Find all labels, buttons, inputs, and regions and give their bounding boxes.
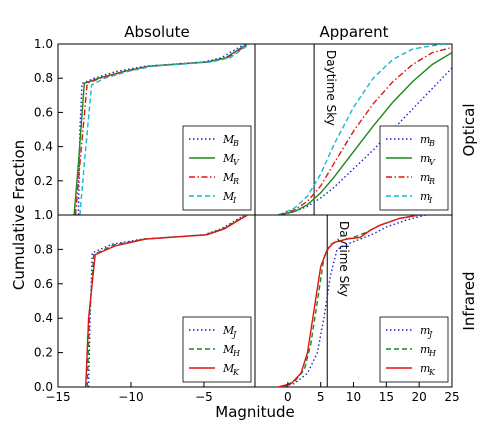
x-tick-label: −15 [45, 390, 70, 404]
legend-sub-MI: I [232, 196, 237, 205]
x-tick-label: 10 [346, 390, 361, 404]
series-line-mR [277, 46, 452, 215]
y-tick-label: 0.6 [34, 105, 53, 119]
y-tick-label: 0.4 [34, 140, 53, 154]
legend-label-MJ: M [222, 324, 235, 337]
daytime-sky-label: Daytime Sky [324, 50, 338, 126]
legend-sub-MV: V [233, 158, 240, 167]
legend-sub-mI: I [428, 196, 433, 205]
legend-label-mB: m [420, 133, 430, 146]
legend-sub-mJ: J [427, 330, 433, 339]
y-tick-label: 0.2 [34, 346, 53, 360]
legend-sub-MK: K [232, 368, 240, 377]
legend-sub-MR: R [232, 177, 239, 186]
legend-label-mV: m [420, 152, 430, 165]
x-tick-label: 0 [284, 390, 292, 404]
column-title-absolute: Absolute [124, 23, 190, 41]
y-tick-label: 1.0 [34, 37, 53, 51]
x-tick-label: −5 [195, 390, 213, 404]
y-tick-label: 0.8 [34, 242, 53, 256]
series-line-MI [79, 44, 251, 215]
x-tick-label: 5 [317, 390, 325, 404]
legend-label-MV: M [222, 152, 235, 165]
legend-label-mR: m [420, 171, 430, 184]
y-tick-label: 0.6 [34, 277, 53, 291]
legend-sub-mK: K [428, 368, 436, 377]
y-tick-label: 0.2 [34, 174, 53, 188]
y-tick-label: 0.4 [34, 311, 53, 325]
legend-label-mI: m [420, 190, 430, 203]
y-tick-label: 0.0 [34, 380, 53, 394]
legend-box [182, 316, 252, 383]
column-title-apparent: Apparent [320, 23, 389, 41]
x-tick-label: 25 [444, 390, 459, 404]
row-title-optical: Optical [460, 104, 478, 157]
legend-label-MR: M [222, 171, 235, 184]
series-line-mK [277, 215, 420, 387]
legend-sub-mH: H [428, 349, 437, 358]
legend-label-MB: M [222, 133, 235, 146]
series-line-MV [73, 44, 249, 215]
y-tick-label: 1.0 [34, 208, 53, 222]
x-tick-label: 20 [412, 390, 427, 404]
series-line-mI [277, 44, 446, 215]
series-line-mJ [281, 215, 426, 387]
series-line-mB [279, 67, 452, 215]
legend-sub-MB: B [232, 139, 239, 148]
legend-label-mH: m [420, 343, 430, 356]
row-title-infrared: Infrared [460, 271, 478, 330]
x-tick-label: 15 [379, 390, 394, 404]
daytime-sky-label: Daytime Sky [337, 221, 351, 297]
y-axis-label: Cumulative Fraction [10, 140, 28, 290]
legend-sub-mR: R [428, 177, 435, 186]
legend-label-MI: M [222, 190, 235, 203]
series-line-MB [77, 44, 246, 215]
legend-label-mK: m [420, 362, 430, 375]
legend-box [379, 316, 449, 383]
legend-sub-mV: V [429, 158, 436, 167]
legend-label-mJ: m [420, 324, 430, 337]
series-line-MK [85, 215, 249, 387]
series-line-mV [277, 52, 452, 215]
legend-label-MK: M [222, 362, 235, 375]
legend-box [182, 125, 252, 211]
y-tick-label: 0.8 [34, 71, 53, 85]
x-tick-label: −10 [118, 390, 143, 404]
x-axis-label: Magnitude [215, 403, 294, 421]
legend-sub-MJ: J [231, 330, 237, 339]
legend-box [379, 125, 449, 211]
legend-sub-mB: B [428, 139, 435, 148]
legend-label-MH: M [222, 343, 235, 356]
legend-sub-MH: H [232, 349, 241, 358]
